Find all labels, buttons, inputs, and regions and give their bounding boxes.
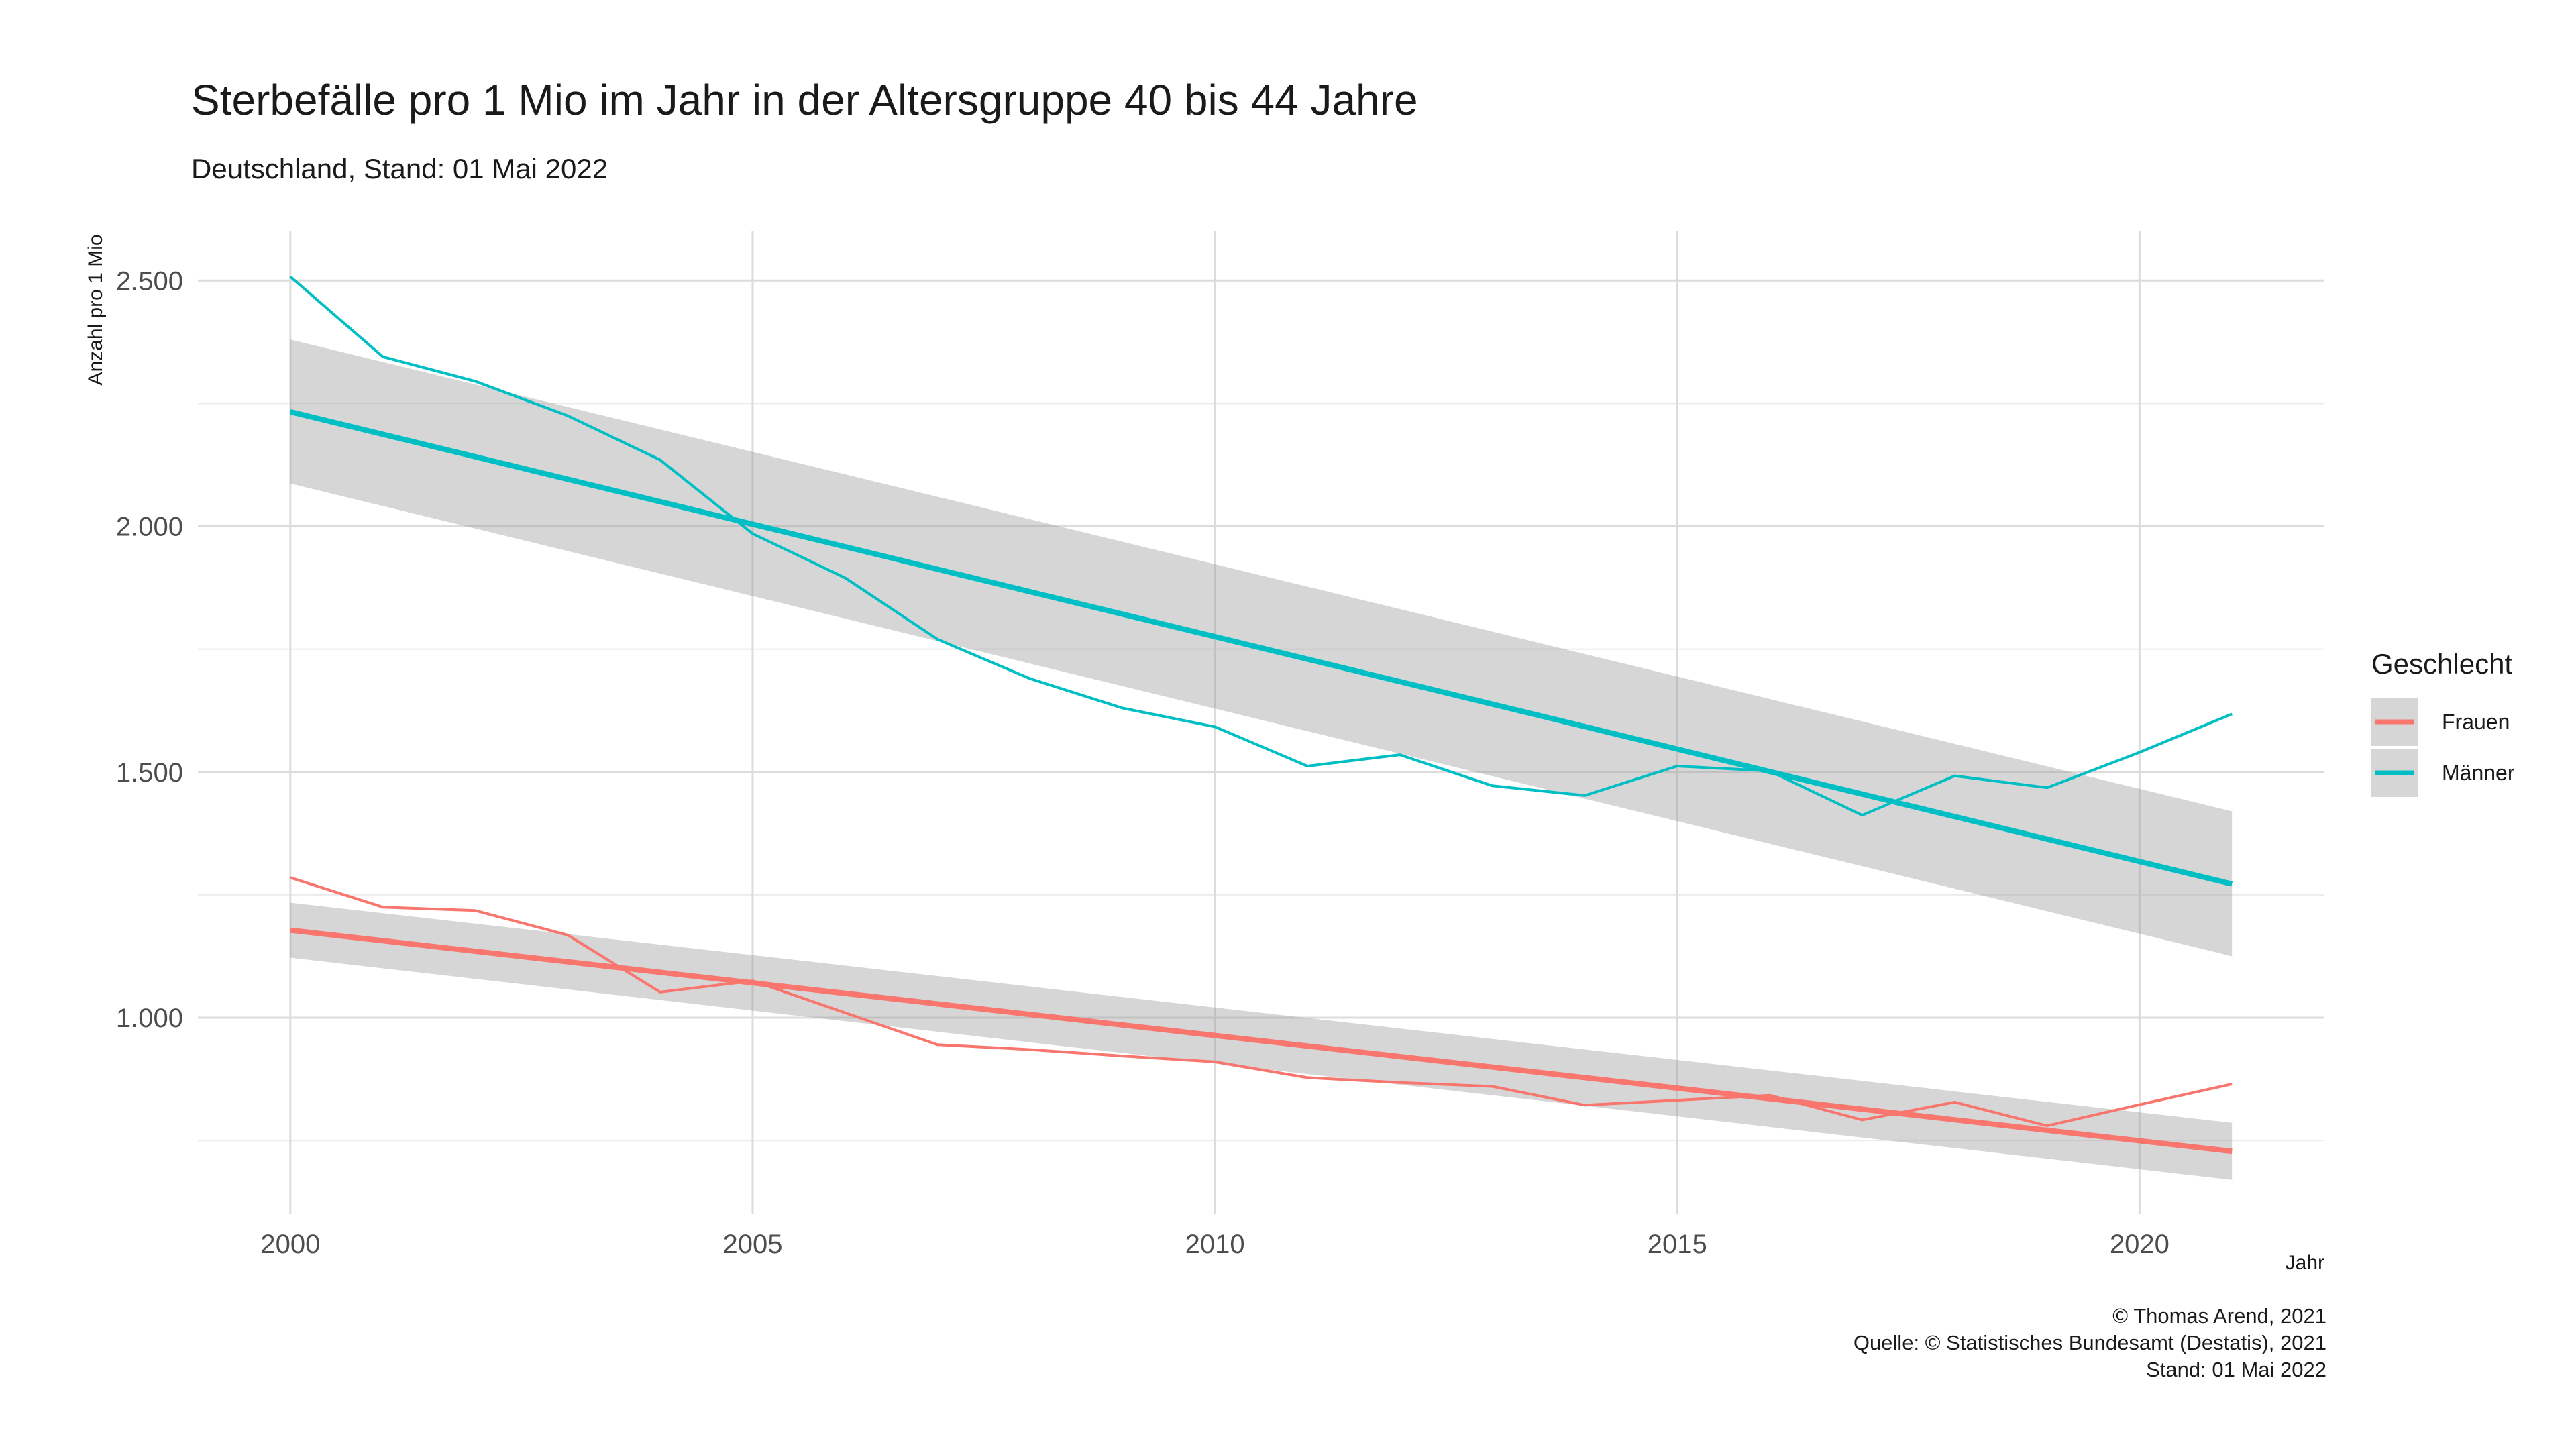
caption-date: Stand: 01 Mai 2022: [2146, 1358, 2326, 1381]
caption: © Thomas Arend, 2021 Quelle: © Statistis…: [1854, 1303, 2326, 1383]
trend-line-mnner: [289, 409, 2233, 887]
data-line-frauen: [290, 876, 2233, 1128]
caption-author: © Thomas Arend, 2021: [2112, 1304, 2326, 1328]
grid: [198, 231, 2324, 1214]
axis-ticks: 1.000 1.500 2.000 2.500 2000 2005 2010 2015 2020: [116, 266, 2169, 1259]
chart-title: Sterbefälle pro 1 Mio im Jahr in der Alt…: [191, 76, 1418, 124]
trend-line-frauen: [290, 927, 2233, 1155]
x-tick-label: 2005: [722, 1230, 782, 1259]
legend-title: Geschlecht: [2371, 648, 2512, 680]
confidence-bands: [290, 339, 2233, 1180]
legend-label-frauen: Frauen: [2442, 710, 2510, 734]
trend-lines: [289, 409, 2233, 1155]
x-tick-label: 2020: [2110, 1230, 2169, 1259]
x-tick-label: 2000: [260, 1230, 320, 1259]
legend: Geschlecht Frauen Männer: [2371, 648, 2515, 797]
y-tick-label: 1.500: [116, 758, 183, 788]
caption-source: Quelle: © Statistisches Bundesamt (Desta…: [1853, 1331, 2326, 1354]
x-axis-title: Jahr: [2286, 1252, 2324, 1274]
y-axis-title: Anzahl pro 1 Mio: [85, 234, 107, 385]
legend-label-mnner: Männer: [2442, 761, 2515, 785]
y-tick-label: 2.500: [116, 266, 183, 296]
data-line-mnner: [289, 275, 2233, 817]
x-tick-label: 2015: [1648, 1230, 1707, 1259]
y-tick-label: 2.000: [116, 513, 183, 542]
chart-subtitle: Deutschland, Stand: 01 Mai 2022: [191, 153, 608, 184]
data-lines: [289, 275, 2233, 1128]
x-tick-label: 2010: [1185, 1230, 1245, 1259]
y-tick-label: 1.000: [116, 1004, 183, 1033]
